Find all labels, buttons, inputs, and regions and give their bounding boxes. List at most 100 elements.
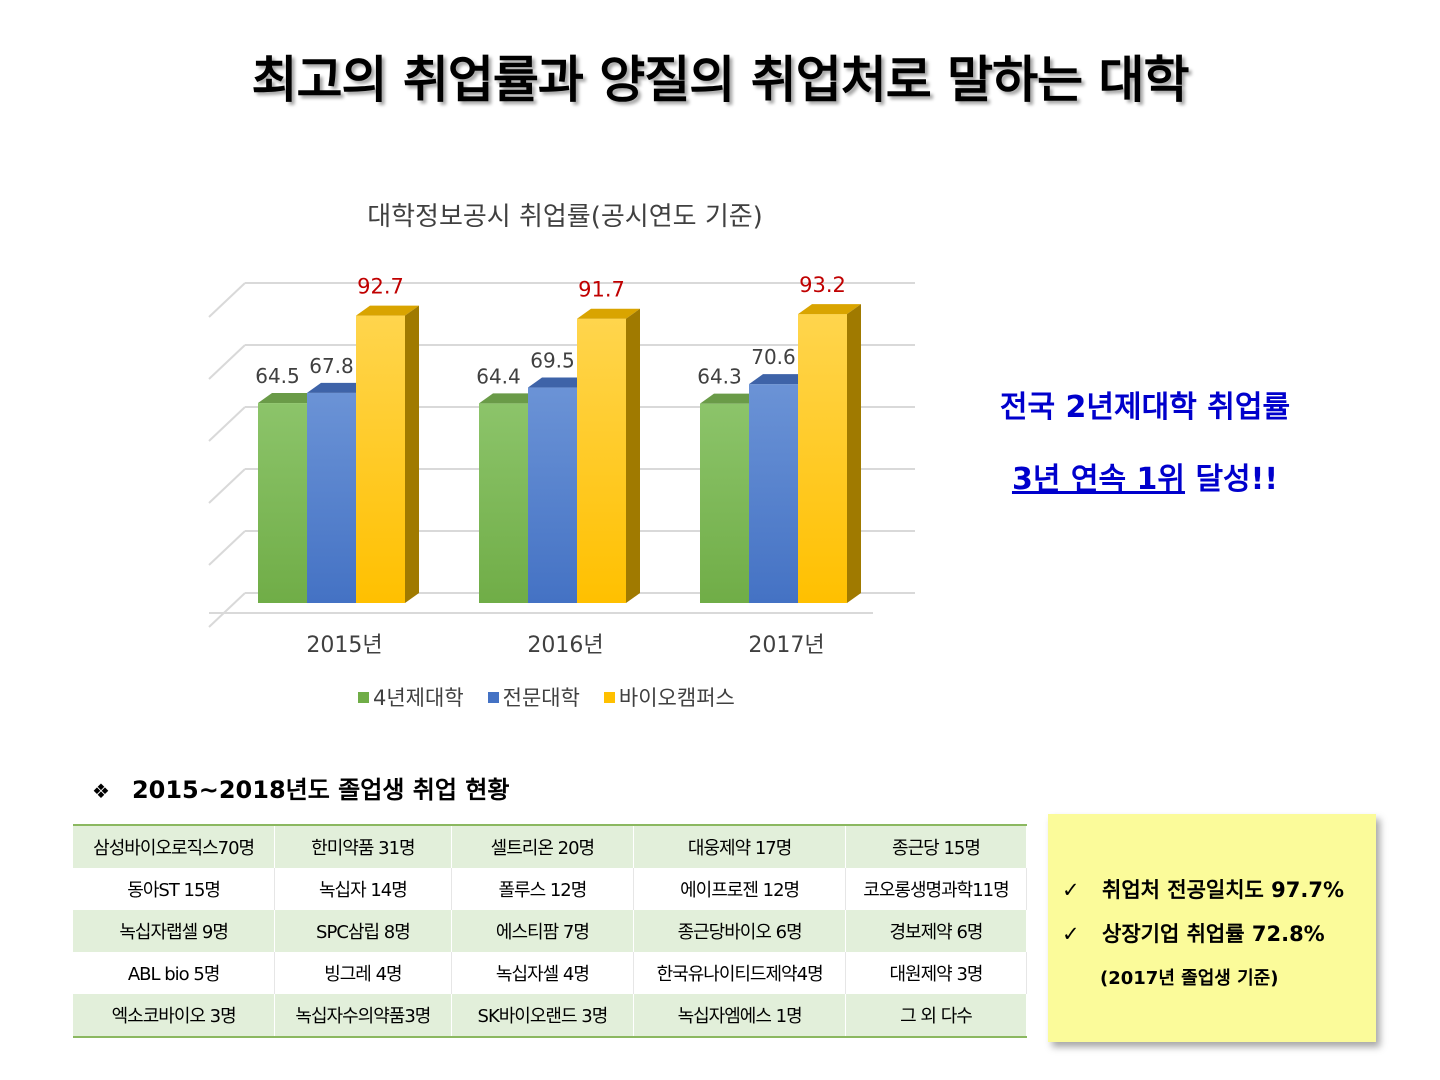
- bar-top: [307, 382, 370, 393]
- table-cell: SPC삼립 8명: [274, 910, 452, 952]
- bar-바이오캠퍼스-2015년: [356, 315, 405, 603]
- data-label: 93.2: [799, 273, 846, 297]
- bar-top: [258, 393, 321, 404]
- bar-top: [749, 374, 812, 385]
- bar-4년제대학-2017년: [700, 403, 749, 603]
- bar-top: [528, 377, 591, 388]
- achievement-highlight: 3년 연속 1위: [1011, 462, 1186, 497]
- table-cell: 에이프로젠 12명: [633, 868, 846, 910]
- checkmark-icon: ✓: [1062, 922, 1080, 946]
- bar-4년제대학-2016년: [479, 403, 528, 603]
- bar-전문대학-2016년: [528, 387, 577, 603]
- table-cell: 녹십자셀 4명: [451, 952, 635, 994]
- legend-swatch-4yr: [358, 691, 369, 703]
- legend-swatch-biocampus: [603, 691, 615, 703]
- bar-top: [577, 308, 640, 319]
- table-row: 삼성바이오로직스70명 한미약품 31명 셀트리온 20명 대웅제약 17명 종근당 1…: [73, 825, 1028, 868]
- table-cell: 빙그레 4명: [274, 952, 452, 994]
- data-label: 70.6: [751, 345, 796, 369]
- legend-label-biocampus: 바이오캠퍼스: [618, 686, 735, 710]
- table-row: 엑소코바이오 3명 녹십자수의약품3명 SK바이오랜드 3명 녹십자엠에스 1명 그 외…: [73, 994, 1028, 1037]
- table-cell: 셀트리온 20명: [451, 825, 635, 868]
- bar-top: [798, 304, 861, 315]
- data-label: 92.7: [357, 275, 404, 299]
- section-heading-text: 2015~2018년도 졸업생 취업 현황: [131, 776, 510, 804]
- bar-전문대학-2015년: [307, 392, 356, 603]
- bar-top: [356, 305, 419, 316]
- data-label: 91.7: [578, 278, 625, 302]
- gridline-side: [208, 592, 246, 628]
- table-cell: 동아ST 15명: [73, 868, 276, 910]
- data-label: 69.5: [530, 349, 575, 373]
- table-cell: 대원제약 3명: [845, 952, 1028, 994]
- table-row: 녹십자랩셀 9명 SPC삼립 8명 에스티팜 7명 종근당바이오 6명 경보제약 6명: [73, 910, 1028, 952]
- checkmark-icon: ✓: [1062, 878, 1080, 902]
- note-footnote: (2017년 졸업생 기준): [1100, 968, 1279, 989]
- table-cell: 폴루스 12명: [451, 868, 635, 910]
- section-heading: ❖ 2015~2018년도 졸업생 취업 현황: [92, 770, 509, 805]
- table-cell: SK바이오랜드 3명: [451, 994, 635, 1037]
- table-cell: 종근당 15명: [845, 825, 1028, 868]
- legend-item-biocampus: 바이오캠퍼스: [603, 682, 735, 712]
- gridline-side: [208, 530, 246, 566]
- gridline-side: [208, 406, 246, 442]
- bar-side: [626, 308, 640, 603]
- table-cell: 삼성바이오로직스70명: [73, 825, 276, 868]
- data-label: 64.3: [697, 365, 742, 389]
- table-cell: 한국유나이티드제약4명: [633, 952, 846, 994]
- note-item-listed-company: ✓ 상장기업 취업률 72.8%: [1062, 918, 1325, 948]
- employment-table: 삼성바이오로직스70명 한미약품 31명 셀트리온 20명 대웅제약 17명 종근당 1…: [73, 824, 1028, 1038]
- table-cell: ABL bio 5명: [73, 952, 276, 994]
- table-cell: 경보제약 6명: [845, 910, 1028, 952]
- legend-item-4yr: 4년제대학: [358, 682, 464, 712]
- bar-4년제대학-2015년: [258, 403, 307, 603]
- chart-bars: [258, 304, 861, 603]
- bar-전문대학-2017년: [749, 384, 798, 603]
- table-cell: 녹십자 14명: [274, 868, 452, 910]
- note-item-2-text: 상장기업 취업률 72.8%: [1102, 922, 1325, 946]
- data-label: 64.5: [255, 364, 300, 388]
- data-label: 64.4: [476, 364, 521, 388]
- table-row: ABL bio 5명 빙그레 4명 녹십자셀 4명 한국유나이티드제약4명 대원제약 3…: [73, 952, 1028, 994]
- legend-item-college: 전문대학: [487, 682, 580, 712]
- x-tick-label: 2015년: [306, 633, 382, 658]
- chart-legend: 4년제대학 전문대학 바이오캠퍼스: [358, 682, 735, 712]
- achievement-line-2: 3년 연속 1위 달성!!: [950, 444, 1340, 516]
- table-cell: 녹십자랩셀 9명: [73, 910, 276, 952]
- gridline-side: [208, 282, 246, 318]
- note-item-1-text: 취업처 전공일치도 97.7%: [1102, 878, 1345, 902]
- x-tick-label: 2016년: [527, 633, 603, 658]
- data-label: 67.8: [309, 354, 354, 378]
- bar-바이오캠퍼스-2017년: [798, 314, 847, 603]
- table-cell: 코오롱생명과학11명: [845, 868, 1028, 910]
- table-cell: 종근당바이오 6명: [633, 910, 846, 952]
- x-tick-label: 2017년: [748, 633, 824, 658]
- legend-label-4yr: 4년제대학: [373, 686, 464, 710]
- gridline-side: [208, 468, 246, 504]
- table-cell: 녹십자수의약품3명: [274, 994, 452, 1037]
- achievement-line-1: 전국 2년제대학 취업률: [999, 390, 1291, 425]
- page-title: 최고의 취업률과 양질의 취업처로 말하는 대학: [251, 51, 1189, 109]
- table-cell: 한미약품 31명: [274, 825, 452, 868]
- achievement-suffix: 달성!!: [1185, 462, 1279, 497]
- bar-바이오캠퍼스-2016년: [577, 318, 626, 603]
- chart-labels: 64.5 67.8 92.7 2015년 64.4 69.5 91.7 2016년 64.3 70…: [255, 273, 846, 658]
- table-cell: 엑소코바이오 3명: [73, 994, 276, 1037]
- gridline-side: [208, 344, 246, 380]
- table-cell: 대웅제약 17명: [633, 825, 846, 868]
- diamond-bullet-icon: ❖: [92, 779, 110, 803]
- bar-top: [700, 393, 763, 404]
- summary-note: ✓ 취업처 전공일치도 97.7% ✓ 상장기업 취업률 72.8% (2017년 …: [1048, 814, 1376, 1042]
- table-cell: 에스티팜 7명: [451, 910, 635, 952]
- bar-top: [479, 393, 542, 404]
- bar-side: [405, 305, 419, 603]
- note-item-major-match: ✓ 취업처 전공일치도 97.7%: [1062, 874, 1344, 904]
- table-row: 동아ST 15명 녹십자 14명 폴루스 12명 에이프로젠 12명 코오롱생명과학11…: [73, 868, 1028, 910]
- bar-side: [847, 304, 861, 603]
- achievement-callout: 전국 2년제대학 취업률 3년 연속 1위 달성!!: [950, 372, 1340, 516]
- chart-title: 대학정보공시 취업률(공시연도 기준): [367, 202, 763, 232]
- table-cell: 녹십자엠에스 1명: [633, 994, 846, 1037]
- legend-swatch-college: [487, 691, 499, 703]
- legend-label-college: 전문대학: [502, 686, 580, 710]
